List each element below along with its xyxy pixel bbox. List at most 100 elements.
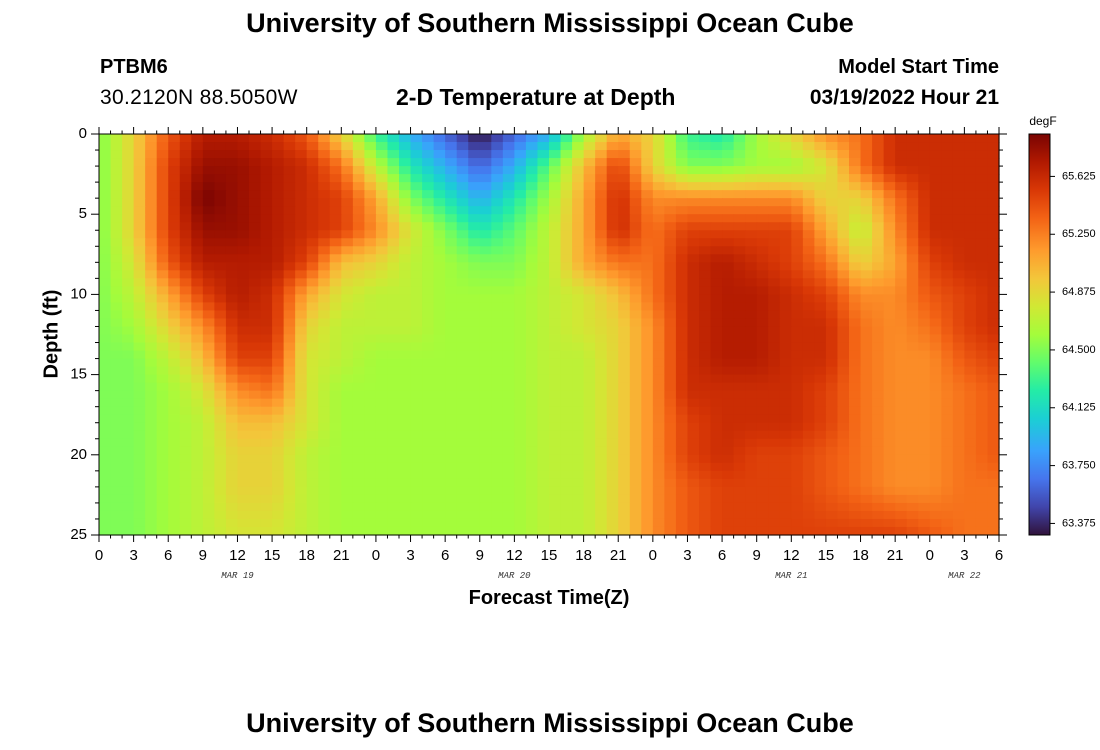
heatmap-cell: [249, 342, 262, 352]
heatmap-cell: [722, 278, 735, 287]
heatmap-cell: [295, 422, 308, 432]
heatmap-cell: [249, 270, 262, 279]
heatmap-cell: [549, 238, 562, 247]
heatmap-cell: [675, 158, 689, 167]
heatmap-cell: [479, 518, 492, 528]
heatmap-cell: [664, 262, 677, 271]
heatmap-cell: [191, 478, 204, 488]
heatmap-cell: [583, 166, 596, 175]
heatmap-cell: [745, 182, 758, 191]
heatmap-cell: [675, 230, 689, 239]
heatmap-cell: [352, 334, 365, 344]
heatmap-cell: [375, 158, 389, 167]
heatmap-cell: [849, 326, 862, 336]
heatmap-cell: [433, 462, 446, 472]
heatmap-cell: [918, 254, 931, 263]
heatmap-cell: [756, 350, 769, 360]
heatmap-cell: [572, 462, 585, 472]
heatmap-cell: [756, 502, 769, 512]
heatmap-cell: [918, 310, 931, 320]
heatmap-cell: [525, 262, 539, 271]
heatmap-cell: [456, 166, 469, 175]
heatmap-cell: [549, 366, 562, 376]
heatmap-cell: [364, 438, 377, 448]
heatmap-cell: [502, 486, 515, 496]
heatmap-cell: [756, 526, 769, 536]
heatmap-cell: [733, 366, 746, 376]
heatmap-cell: [964, 166, 977, 175]
heatmap-cell: [168, 438, 181, 448]
heatmap-cell: [295, 382, 308, 392]
heatmap-cell: [733, 270, 746, 279]
heatmap-cell: [375, 142, 389, 151]
heatmap-cell: [929, 462, 942, 472]
heatmap-cell: [364, 454, 377, 464]
heatmap-cell: [733, 350, 746, 360]
heatmap-cell: [133, 238, 146, 247]
heatmap-cell: [249, 478, 262, 488]
heatmap-cell: [537, 222, 550, 231]
heatmap-cell: [468, 206, 481, 215]
heatmap-cell: [895, 486, 908, 496]
heatmap-cell: [122, 190, 135, 199]
heatmap-cell: [883, 350, 896, 360]
heatmap-cell: [537, 398, 550, 408]
heatmap-cell: [849, 510, 862, 520]
heatmap-cell: [179, 374, 192, 384]
heatmap-cell: [99, 350, 112, 360]
heatmap-cell: [133, 462, 146, 472]
heatmap-cell: [906, 398, 919, 408]
heatmap-cell: [733, 342, 746, 352]
heatmap-cell: [768, 342, 781, 352]
heatmap-cell: [849, 286, 862, 295]
heatmap-cell: [364, 310, 377, 320]
heatmap-cell: [560, 238, 573, 247]
heatmap-cell: [537, 486, 550, 496]
heatmap-cell: [722, 398, 735, 408]
heatmap-cell: [514, 238, 527, 247]
x-tick-label: 21: [333, 547, 350, 564]
heatmap-cell: [456, 230, 469, 239]
heatmap-cell: [572, 134, 585, 143]
heatmap-cell: [214, 166, 227, 175]
heatmap-cell: [641, 390, 654, 400]
heatmap-cell: [433, 398, 446, 408]
heatmap-cell: [237, 446, 250, 456]
heatmap-cell: [491, 262, 504, 271]
heatmap-cell: [883, 278, 896, 287]
heatmap-cell: [537, 454, 550, 464]
heatmap-cell: [618, 326, 631, 336]
heatmap-cell: [329, 134, 342, 143]
heatmap-cell: [191, 150, 204, 159]
heatmap-cell: [168, 310, 181, 320]
heatmap-cell: [202, 278, 215, 287]
heatmap-cell: [802, 246, 815, 255]
heatmap-cell: [802, 278, 815, 287]
heatmap-cell: [710, 214, 723, 223]
heatmap-cell: [699, 230, 712, 239]
heatmap-cell: [664, 350, 677, 360]
heatmap-cell: [283, 462, 296, 472]
heatmap-cell: [375, 254, 389, 263]
heatmap-cell: [514, 470, 527, 480]
heatmap-cell: [214, 366, 227, 376]
heatmap-cell: [145, 246, 158, 255]
heatmap-cell: [918, 446, 931, 456]
heatmap-cell: [964, 134, 977, 143]
heatmap-cell: [237, 190, 250, 199]
heatmap-cell: [399, 142, 412, 151]
heatmap-cell: [941, 502, 954, 512]
heatmap-cell: [802, 494, 815, 504]
heatmap-cell: [133, 278, 146, 287]
x-tick-label: 0: [649, 547, 657, 564]
heatmap-cell: [641, 182, 654, 191]
heatmap-cell: [156, 150, 169, 159]
heatmap-cell: [825, 158, 839, 167]
heatmap-cell: [433, 382, 446, 392]
heatmap-cell: [225, 302, 239, 312]
heatmap-cell: [375, 182, 389, 191]
heatmap-cell: [168, 246, 181, 255]
heatmap-cell: [779, 182, 792, 191]
heatmap-cell: [341, 358, 354, 368]
heatmap-cell: [929, 494, 942, 504]
